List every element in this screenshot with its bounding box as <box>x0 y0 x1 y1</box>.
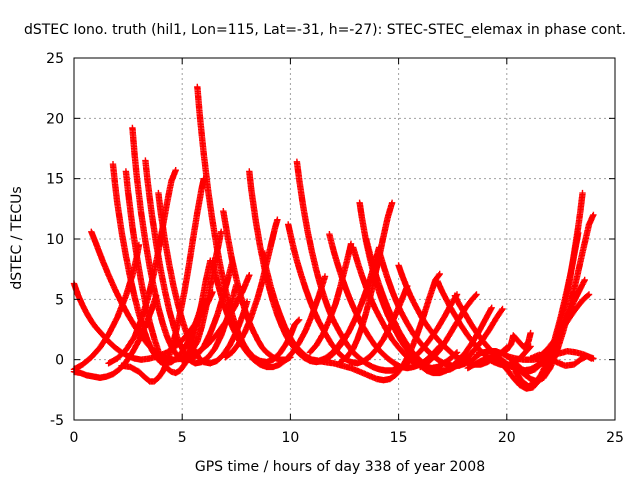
x-tick-label: 25 <box>606 430 624 446</box>
data-series <box>122 168 214 377</box>
series-markers <box>105 167 179 367</box>
series-markers <box>527 351 597 369</box>
axis-ticks: 0 5 10 15 20 25 -5 0 5 10 15 20 25 <box>46 51 624 446</box>
y-tick-label: 25 <box>46 51 64 67</box>
y-tick-label: -5 <box>50 413 64 429</box>
y-tick-label: 20 <box>46 111 64 127</box>
x-tick-label: 10 <box>281 430 299 446</box>
series-markers <box>209 257 329 371</box>
data-series <box>527 351 597 369</box>
data-series <box>105 167 179 367</box>
data-marks <box>70 83 597 392</box>
x-tick-label: 0 <box>70 430 79 446</box>
y-axis-label: dSTEC / TECUs <box>9 186 25 289</box>
y-tick-label: 15 <box>46 172 64 188</box>
series-markers <box>122 168 214 377</box>
series-markers <box>220 208 294 363</box>
x-axis-label: GPS time / hours of day 338 of year 2008 <box>195 459 485 475</box>
x-tick-label: 5 <box>178 430 187 446</box>
data-series <box>464 329 534 372</box>
y-tick-label: 10 <box>46 232 64 248</box>
chart-title: dSTEC Iono. truth (hil1, Lon=115, Lat=-3… <box>24 22 626 38</box>
series-markers <box>375 247 482 369</box>
data-series <box>375 247 482 369</box>
data-series <box>220 208 294 363</box>
y-tick-label: 5 <box>55 292 64 308</box>
y-tick-label: 0 <box>55 353 64 369</box>
x-tick-label: 20 <box>498 430 516 446</box>
x-tick-label: 15 <box>390 430 408 446</box>
data-series <box>209 257 329 371</box>
series-markers <box>464 329 534 372</box>
